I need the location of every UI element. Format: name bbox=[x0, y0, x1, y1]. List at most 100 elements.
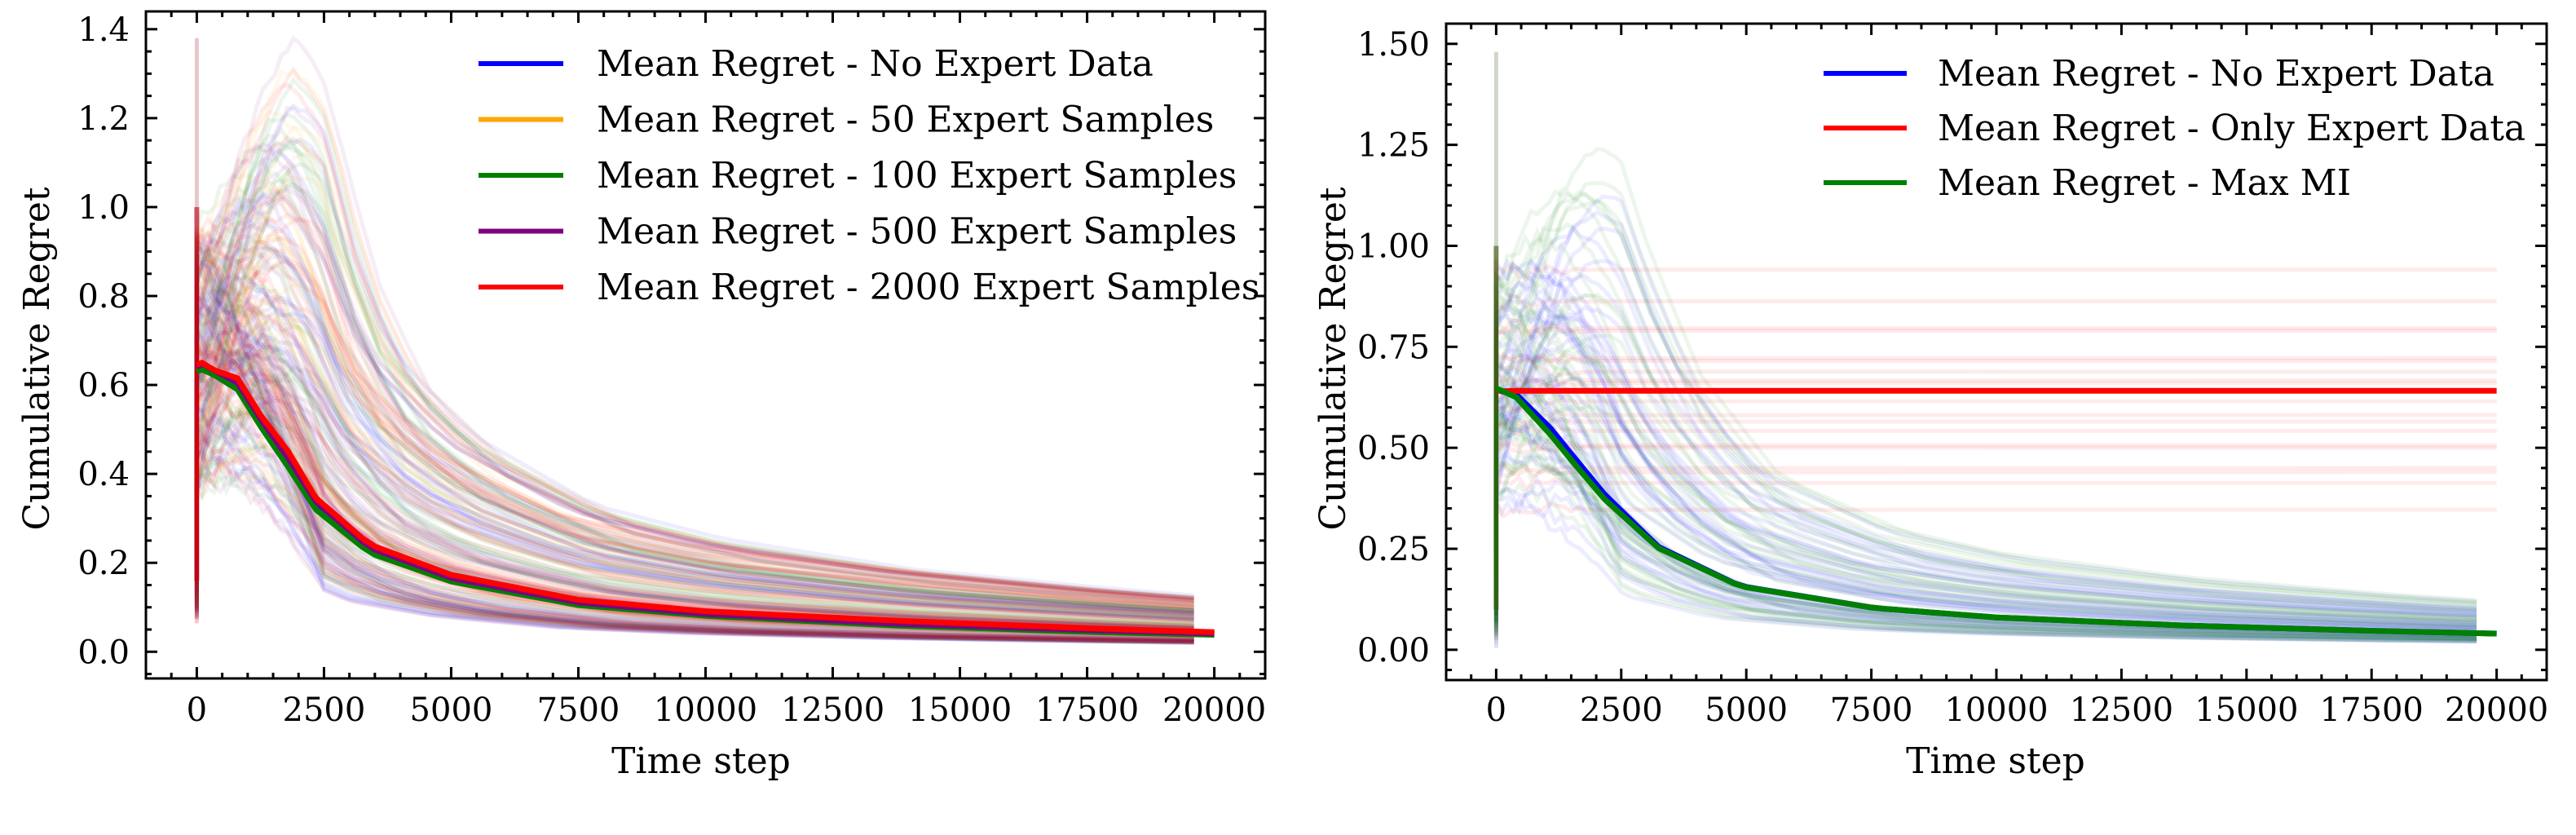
expert-only-run-curve bbox=[1493, 401, 2497, 598]
individual-run-curve bbox=[194, 369, 1194, 645]
x-tick-label: 15000 bbox=[908, 691, 1012, 729]
individual-run-curve bbox=[1493, 147, 2477, 604]
individual-run-curve bbox=[1493, 376, 2477, 638]
individual-run-curve bbox=[194, 236, 1194, 644]
legend-item: Mean Regret - Only Expert Data bbox=[1824, 108, 2525, 149]
legend-label: Mean Regret - 100 Expert Samples bbox=[597, 155, 1237, 197]
legend-label: Mean Regret - No Expert Data bbox=[597, 43, 1153, 85]
individual-run-curve bbox=[194, 259, 1194, 609]
x-tick-label: 2500 bbox=[283, 691, 366, 729]
individual-run-curve bbox=[194, 208, 1194, 606]
individual-run-curve bbox=[194, 181, 1194, 612]
individual-run-curve bbox=[1493, 210, 2477, 604]
individual-run-curve bbox=[1493, 293, 2477, 616]
individual-run-curve bbox=[1493, 304, 2477, 621]
individual-run-curve bbox=[194, 288, 1194, 644]
x-tick-label: 10000 bbox=[654, 691, 757, 729]
individual-run-curve bbox=[194, 249, 1194, 644]
individual-run-curve bbox=[1493, 380, 2477, 641]
individual-run-curve bbox=[194, 237, 1194, 619]
legend-label: Mean Regret - No Expert Data bbox=[1938, 53, 2494, 95]
legend-item: Mean Regret - No Expert Data bbox=[1824, 53, 2494, 95]
individual-run-curve bbox=[1493, 271, 2477, 648]
individual-run-curve bbox=[194, 286, 1194, 622]
individual-run-curve bbox=[194, 233, 1194, 621]
individual-run-curve bbox=[194, 444, 1194, 644]
individual-run-curve bbox=[1493, 349, 2477, 624]
legend-item: Mean Regret - 100 Expert Samples bbox=[479, 155, 1237, 197]
x-tick-labels: 0 2500 5000 7500 10000 12500 15000 17500 20000 bbox=[1486, 691, 2549, 729]
individual-run-curve bbox=[194, 405, 1194, 645]
individual-run-curve bbox=[1493, 368, 2477, 622]
expert-only-run-curve bbox=[1493, 364, 2497, 578]
individual-run-curve bbox=[194, 303, 1194, 642]
individual-run-curve bbox=[194, 371, 1194, 628]
expert-only-run-curve bbox=[1493, 316, 2497, 550]
individual-run-curve bbox=[194, 148, 1194, 610]
individual-run-curve bbox=[194, 216, 1194, 603]
y-tick-labels: 0.0 0.2 0.4 0.6 0.8 1.0 1.2 1.4 bbox=[77, 11, 130, 671]
individual-run-curve bbox=[194, 242, 1194, 621]
individual-run-curve bbox=[194, 260, 1194, 643]
x-tick-labels: 0 2500 5000 7500 10000 12500 15000 17500 20000 bbox=[187, 691, 1267, 729]
individual-run-curve bbox=[194, 245, 1194, 643]
individual-run-curve bbox=[194, 235, 1194, 632]
expert-only-run-curve bbox=[1493, 292, 2497, 621]
right-plot-panel: 0 2500 5000 7500 10000 12500 15000 17500 20000 0… bbox=[1312, 22, 2549, 782]
individual-run-curve bbox=[194, 237, 1194, 643]
individual-run-curve bbox=[194, 137, 1194, 619]
individual-run-curve bbox=[194, 263, 1194, 610]
individual-run-curve bbox=[194, 272, 1194, 616]
individual-run-curve bbox=[194, 338, 1194, 632]
individual-run-curve bbox=[1493, 493, 2477, 643]
individual-run-curve bbox=[194, 303, 1194, 616]
individual-run-curve bbox=[194, 65, 1194, 616]
individual-run-curve bbox=[1493, 461, 2477, 641]
individual-run-curve bbox=[194, 310, 1194, 631]
x-tick-label: 15000 bbox=[2194, 691, 2298, 729]
individual-run-curve bbox=[194, 297, 1194, 621]
individual-run-curve bbox=[194, 35, 1194, 603]
individual-run-curve bbox=[1493, 257, 2477, 625]
individual-run-curve bbox=[194, 103, 1194, 606]
individual-run-curve bbox=[194, 421, 1194, 644]
individual-run-curve bbox=[1493, 256, 2477, 618]
y-axis-label: Cumulative Regret bbox=[1312, 187, 1354, 530]
individual-run-curve bbox=[1493, 194, 2477, 612]
legend-item: Mean Regret - Max MI bbox=[1824, 162, 2351, 204]
legend-item: Mean Regret - 50 Expert Samples bbox=[479, 99, 1214, 141]
individual-run-curve bbox=[194, 236, 1194, 642]
individual-run-curve bbox=[194, 295, 1194, 606]
x-tick-label: 0 bbox=[187, 691, 207, 729]
individual-run-curve bbox=[194, 183, 1194, 613]
y-tick-label: 0.4 bbox=[77, 456, 130, 493]
individual-run-curve bbox=[194, 77, 1194, 607]
individual-run-curve bbox=[194, 261, 1194, 613]
expert-only-run-curve bbox=[1493, 298, 2497, 590]
individual-run-curve bbox=[194, 106, 1194, 624]
individual-run-curve bbox=[194, 68, 1194, 599]
y-axis-label: Cumulative Regret bbox=[16, 187, 58, 530]
individual-run-curve bbox=[194, 318, 1194, 622]
individual-run-curve bbox=[1493, 296, 2477, 628]
individual-run-curve bbox=[194, 337, 1194, 618]
legend-label: Mean Regret - Only Expert Data bbox=[1938, 108, 2525, 149]
y-tick-label: 1.4 bbox=[77, 11, 130, 49]
x-tick-label: 2500 bbox=[1580, 691, 1663, 729]
individual-run-curve bbox=[1493, 294, 2477, 628]
individual-run-curve bbox=[194, 326, 1194, 641]
individual-run-curve bbox=[1493, 455, 2477, 639]
individual-run-curve bbox=[194, 126, 1194, 605]
individual-run-curve bbox=[194, 192, 1194, 616]
individual-run-curve bbox=[194, 193, 1194, 613]
individual-run-curve bbox=[1493, 292, 2477, 625]
individual-run-curve bbox=[1493, 315, 2477, 625]
legend-label: Mean Regret - 2000 Expert Samples bbox=[597, 267, 1259, 308]
individual-run-curve bbox=[194, 346, 1194, 631]
mean-curves-layer bbox=[1495, 386, 2497, 637]
individual-run-curve bbox=[194, 183, 1194, 614]
y-tick-labels: 0.00 0.25 0.50 0.75 1.00 1.25 1.50 bbox=[1357, 26, 1430, 669]
individual-run-curve bbox=[1493, 188, 2477, 607]
individual-run-curve bbox=[1493, 422, 2477, 639]
